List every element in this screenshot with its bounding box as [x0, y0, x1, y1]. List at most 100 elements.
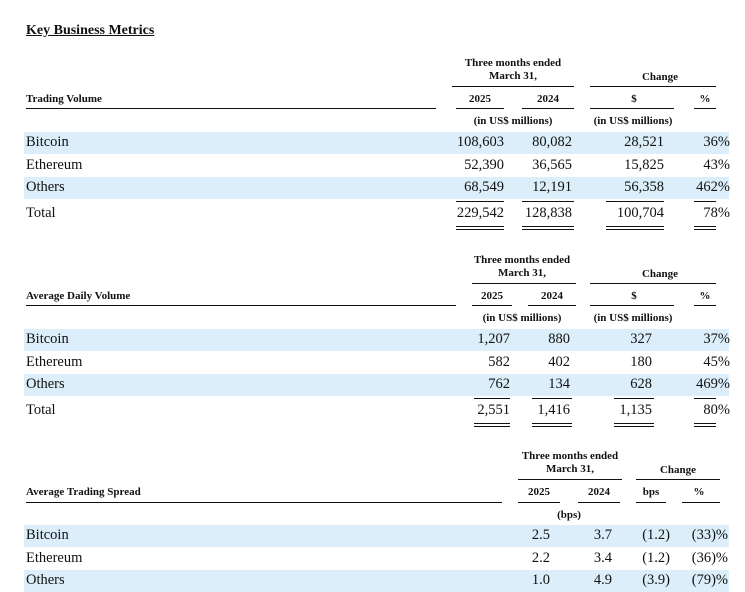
cell-2025: 762: [488, 376, 510, 392]
unit-label: (in US$ millions): [473, 115, 553, 127]
divider: [636, 502, 666, 503]
divider: [578, 502, 620, 503]
dollar-header: $: [631, 93, 637, 105]
year-2025-header: 2025: [528, 486, 550, 498]
divider: [694, 398, 716, 399]
divider: [590, 283, 716, 284]
divider: [682, 502, 720, 503]
unit-label: (in US$ millions): [593, 312, 673, 324]
cell-change: 180: [630, 354, 652, 370]
year-2025-header: 2025: [481, 290, 503, 302]
page-title: Key Business Metrics: [26, 23, 155, 38]
cell-2025: 1,207: [477, 331, 510, 347]
divider: [26, 305, 456, 306]
double-underline: [522, 226, 574, 230]
row-label: Others: [26, 376, 65, 392]
divider: [590, 86, 716, 87]
double-underline: [474, 423, 510, 427]
year-2024-header: 2024: [541, 290, 563, 302]
divider: [26, 108, 436, 109]
row-label: Bitcoin: [26, 331, 69, 347]
cell-2024: 402: [548, 354, 570, 370]
double-underline: [614, 423, 654, 427]
divider: [456, 108, 504, 109]
divider: [590, 305, 674, 306]
year-2024-header: 2024: [537, 93, 559, 105]
divider: [522, 201, 574, 202]
row-highlight: [24, 177, 729, 199]
cell-change: 628: [630, 376, 652, 392]
row-label: Ethereum: [26, 550, 83, 566]
unit-label: (bps): [557, 509, 581, 521]
row-label: Bitcoin: [26, 527, 69, 543]
section-label: Average Trading Spread: [26, 486, 141, 498]
period-header-line1: Three months ended: [521, 450, 619, 462]
period-header-line1: Three months ended: [464, 57, 562, 69]
cell-percent: (33)%: [691, 527, 728, 543]
cell-2025: 582: [488, 354, 510, 370]
change-header: Change: [641, 268, 679, 280]
cell-2025: 68,549: [464, 179, 504, 195]
divider: [528, 305, 576, 306]
divider: [518, 479, 622, 480]
period-header-line2: March 31,: [545, 463, 595, 475]
dollar-header: $: [631, 290, 637, 302]
divider: [694, 108, 716, 109]
divider: [694, 201, 716, 202]
cell-2024: 80,082: [532, 134, 572, 150]
percent-header: %: [693, 486, 705, 498]
cell-change: 100,704: [616, 205, 664, 221]
percent-header: %: [699, 290, 711, 302]
divider: [474, 398, 510, 399]
divider: [518, 502, 560, 503]
cell-change: 28,521: [624, 134, 664, 150]
divider: [456, 201, 504, 202]
cell-2025: 52,390: [464, 157, 504, 173]
cell-percent: 78%: [703, 205, 730, 221]
cell-change: 1,135: [619, 402, 652, 418]
row-highlight: [24, 329, 729, 351]
period-header-line2: March 31,: [488, 70, 538, 82]
divider: [694, 305, 716, 306]
divider: [522, 108, 574, 109]
row-label: Total: [26, 205, 56, 221]
percent-header: %: [699, 93, 711, 105]
cell-percent: 43%: [703, 157, 730, 173]
divider: [472, 305, 512, 306]
cell-2024: 880: [548, 331, 570, 347]
cell-percent: 469%: [696, 376, 730, 392]
cell-2025: 2.2: [531, 550, 550, 566]
double-underline: [456, 226, 504, 230]
row-highlight: [24, 525, 729, 547]
divider: [606, 201, 664, 202]
cell-2024: 128,838: [524, 205, 572, 221]
year-2025-header: 2025: [469, 93, 491, 105]
change-header: Change: [641, 71, 679, 83]
row-highlight: [24, 132, 729, 154]
cell-change: 327: [630, 331, 652, 347]
cell-2024: 12,191: [532, 179, 572, 195]
unit-label: (in US$ millions): [482, 312, 562, 324]
double-underline: [606, 226, 664, 230]
cell-percent: 462%: [696, 179, 730, 195]
divider: [26, 502, 502, 503]
cell-2024: 3.4: [593, 550, 612, 566]
cell-percent: (36)%: [691, 550, 728, 566]
row-label: Ethereum: [26, 354, 83, 370]
period-header: Three months ended March 31,: [448, 57, 578, 83]
cell-2025: 229,542: [456, 205, 504, 221]
row-label: Bitcoin: [26, 134, 69, 150]
row-label: Ethereum: [26, 157, 83, 173]
period-header: Three months ended March 31,: [462, 254, 582, 280]
cell-percent: 80%: [703, 402, 730, 418]
cell-change: (1.2): [642, 550, 670, 566]
divider: [452, 86, 574, 87]
cell-2025: 2,551: [477, 402, 510, 418]
cell-2025: 2.5: [531, 527, 550, 543]
cell-percent: 45%: [703, 354, 730, 370]
unit-label: (in US$ millions): [593, 115, 673, 127]
period-header: Three months ended March 31,: [512, 450, 628, 476]
double-underline: [694, 423, 716, 427]
cell-2024: 1,416: [537, 402, 570, 418]
row-label: Total: [26, 402, 56, 418]
